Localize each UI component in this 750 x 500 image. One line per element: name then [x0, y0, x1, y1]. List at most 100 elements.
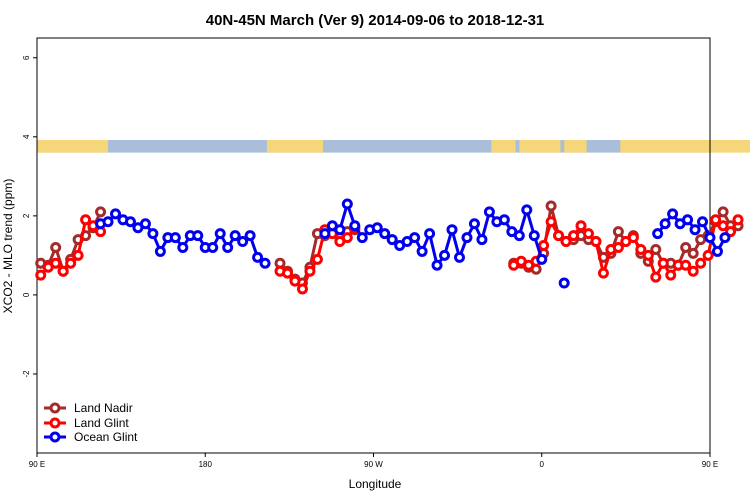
y-tick-label-2: 2 — [22, 213, 31, 218]
data-point-0-8 — [95, 206, 107, 218]
data-point-1-14 — [311, 253, 323, 265]
surface-type-strip — [37, 139, 750, 153]
data-point-1-6 — [80, 214, 92, 226]
data-point-2-36 — [416, 245, 428, 257]
data-point-2-22 — [259, 257, 271, 269]
land-band-0 — [37, 139, 109, 153]
data-point-2-1 — [102, 216, 114, 228]
data-point-2-62 — [711, 245, 723, 257]
land-band-4 — [564, 139, 587, 153]
land-band-5 — [620, 139, 750, 153]
x-axis-label: Longitude — [349, 477, 402, 491]
data-point-1-11 — [289, 275, 301, 287]
data-point-2-17 — [222, 241, 234, 253]
data-point-2-7 — [147, 228, 159, 240]
data-point-2-8 — [154, 245, 166, 257]
data-point-2-60 — [697, 216, 709, 228]
series-land-glint — [35, 214, 744, 295]
data-point-2-50 — [521, 204, 533, 216]
data-point-1-37 — [635, 243, 647, 255]
data-point-1-29 — [575, 220, 587, 232]
data-point-0-34 — [612, 226, 624, 238]
data-point-1-41 — [665, 269, 677, 281]
legend-label-ocean-glint: Ocean Glint — [74, 430, 138, 444]
legend-item-land-nadir: Land Nadir — [44, 401, 133, 415]
data-point-1-40 — [657, 257, 669, 269]
legend-item-land-glint: Land Glint — [44, 416, 129, 430]
data-point-1-0 — [35, 269, 47, 281]
data-point-0-2 — [50, 241, 62, 253]
data-point-1-13 — [304, 265, 316, 277]
data-point-2-54 — [652, 228, 664, 240]
data-point-1-39 — [650, 271, 662, 283]
data-point-1-10 — [282, 267, 294, 279]
data-point-2-2 — [110, 208, 122, 220]
legend-label-land-nadir: Land Nadir — [74, 401, 133, 415]
data-point-1-27 — [560, 236, 572, 248]
data-point-0-39 — [650, 243, 662, 255]
legend: Land Nadir Land Glint Ocean Glint — [44, 401, 138, 444]
data-point-2-13 — [192, 230, 204, 242]
data-point-1-36 — [627, 232, 639, 244]
data-point-2-55 — [659, 218, 671, 230]
data-point-2-39 — [439, 249, 451, 261]
data-point-2-53 — [558, 277, 570, 289]
x-tick-label-3: 0 — [540, 460, 545, 469]
data-point-2-42 — [461, 232, 473, 244]
data-point-2-4 — [124, 216, 136, 228]
legend-marker-ocean-glint — [49, 431, 61, 443]
data-point-1-25 — [545, 216, 557, 228]
data-point-2-61 — [704, 232, 716, 244]
data-point-2-26 — [341, 198, 353, 210]
data-point-2-6 — [139, 218, 151, 230]
data-point-1-32 — [597, 267, 609, 279]
x-tick-label-2: 90 W — [364, 460, 383, 469]
land-band-3 — [519, 139, 561, 153]
data-point-1-5 — [72, 249, 84, 261]
chart-title: 40N-45N March (Ver 9) 2014-09-06 to 2018… — [206, 12, 545, 29]
data-point-2-35 — [409, 232, 421, 244]
data-point-1-43 — [680, 259, 692, 271]
x-tick-label-1: 180 — [199, 460, 213, 469]
data-point-2-52 — [536, 253, 548, 265]
data-point-1-45 — [695, 257, 707, 269]
data-point-2-56 — [667, 208, 679, 220]
data-point-2-25 — [334, 224, 346, 236]
data-point-2-63 — [719, 232, 731, 244]
data-point-1-12 — [296, 283, 308, 295]
data-point-0-44 — [687, 247, 699, 259]
data-point-2-18 — [229, 230, 241, 242]
data-point-2-47 — [498, 214, 510, 226]
data-point-2-21 — [252, 251, 264, 263]
data-point-1-30 — [582, 228, 594, 240]
data-point-2-32 — [386, 234, 398, 246]
data-point-2-16 — [214, 228, 226, 240]
data-point-1-3 — [57, 265, 69, 277]
data-point-1-28 — [568, 230, 580, 242]
ocean-band — [37, 139, 710, 153]
data-point-0-43 — [680, 241, 692, 253]
data-point-2-43 — [468, 218, 480, 230]
data-point-2-30 — [371, 222, 383, 234]
data-point-1-47 — [710, 214, 722, 226]
data-point-1-26 — [553, 230, 565, 242]
y-tick-label-0: -2 — [22, 370, 31, 378]
data-point-2-28 — [356, 232, 368, 244]
data-point-2-59 — [689, 224, 701, 236]
data-point-2-10 — [169, 232, 181, 244]
y-axis-label: XCO2 - MLO trend (ppm) — [1, 179, 15, 314]
data-point-2-58 — [682, 214, 694, 226]
y-tick-label-4: 6 — [22, 55, 31, 60]
data-point-2-27 — [349, 220, 361, 232]
data-point-2-41 — [453, 251, 465, 263]
data-point-1-4 — [65, 257, 77, 269]
data-point-2-19 — [237, 236, 249, 248]
series-line-2-3 — [656, 212, 727, 253]
data-point-2-11 — [177, 241, 189, 253]
data-point-1-24 — [538, 240, 550, 251]
data-point-2-31 — [379, 228, 391, 240]
data-point-1-2 — [50, 257, 62, 269]
data-point-0-25 — [545, 200, 557, 212]
data-point-2-15 — [207, 241, 219, 253]
